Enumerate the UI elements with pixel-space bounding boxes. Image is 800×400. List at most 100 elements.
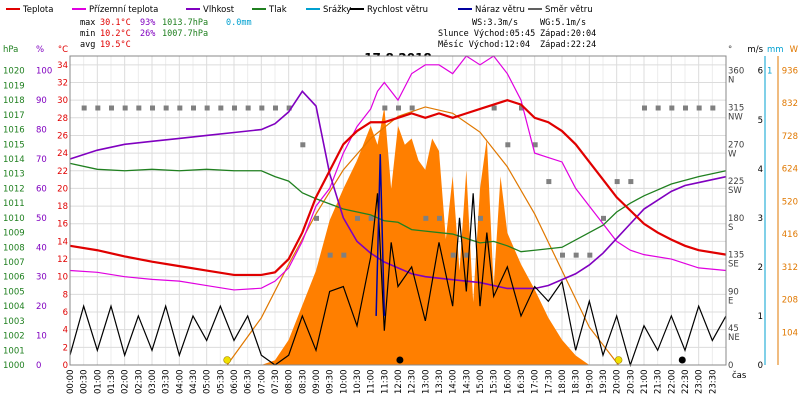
axis-direction-tick: 315 (728, 104, 744, 114)
stat-max-label: max (80, 18, 95, 28)
wind-direction-point (396, 105, 401, 111)
x-tick: 16:00 (503, 369, 513, 394)
x-tick: 05:30 (216, 370, 226, 395)
wind-direction-point (710, 105, 716, 111)
wind-direction-point (491, 105, 497, 111)
axis-temperature-tick: 14 (57, 237, 68, 247)
wind-direction-point (286, 105, 292, 111)
stats-panel: max 30.1°C 93% 1013.7hPa 0.0mm min 10.2°… (80, 18, 252, 50)
wind-direction-point (368, 215, 374, 221)
x-tick: 06:30 (244, 370, 254, 395)
x-tick: 07:00 (257, 370, 267, 395)
axis-temperature-tick: 22 (57, 167, 68, 177)
wind-direction-point (150, 105, 155, 111)
axis-hpa-tick: 1012 (3, 184, 25, 194)
wind-direction-point (614, 179, 620, 185)
axis-temperature-tick: 24 (57, 149, 68, 159)
legend-label: Náraz větru (475, 5, 525, 15)
axis-direction-compass: SW (728, 186, 742, 196)
axis-humidity-tick: 0 (36, 361, 41, 371)
wind-direction-point (218, 105, 224, 111)
x-tick: 19:30 (599, 370, 609, 395)
axis-solar-tick: 520 (782, 197, 798, 207)
axis-direction-tick: 360 (728, 67, 744, 77)
wind-direction-point (519, 105, 524, 111)
wind-direction-point (259, 105, 265, 111)
x-tick: 23:30 (708, 370, 718, 395)
axis-solar-tick: 208 (782, 296, 798, 306)
info-sunset: Západ:20:04 (540, 29, 596, 39)
x-tick: 21:30 (654, 370, 664, 395)
x-tick: 13:00 (421, 370, 431, 395)
x-tick: 04:00 (175, 370, 185, 395)
axis-wind-tick: 4 (758, 165, 763, 175)
info-ws: WS:3.3m/s (472, 18, 518, 28)
axis-hpa-tick: 1005 (3, 287, 25, 297)
wind-direction-point (683, 105, 688, 111)
axis-hpa-tick: 1003 (3, 317, 25, 327)
axis-temperature-tick: 0 (63, 361, 68, 371)
axis-solar-tick: 832 (782, 99, 798, 109)
axis-humidity-tick: 30 (36, 273, 47, 283)
axis-solar-label: W (790, 45, 799, 55)
x-tick: 17:30 (544, 370, 554, 395)
x-tick: 02:30 (134, 370, 144, 395)
axis-humidity-tick: 10 (36, 332, 47, 342)
axis-direction-compass: SE (728, 260, 739, 270)
x-tick: 15:30 (490, 370, 500, 394)
wind-direction-point (122, 105, 128, 111)
axis-hpa-tick: 1010 (3, 214, 25, 224)
wind-direction-point (81, 105, 87, 111)
axis-hpa-tick: 1007 (3, 258, 25, 268)
x-tick: 08:30 (298, 370, 308, 395)
x-tick: 12:30 (408, 370, 418, 395)
x-tick: 19:00 (585, 370, 595, 395)
x-tick: 14:00 (449, 370, 459, 395)
info-wg: WG:5.1m/s (540, 18, 586, 28)
info-moonset: Západ:22:24 (540, 40, 596, 50)
x-tick: 16:30 (517, 370, 527, 395)
axis-hpa-tick: 1004 (3, 302, 25, 312)
wind-direction-point (204, 105, 210, 111)
axis-hpa-tick: 1013 (3, 170, 25, 180)
info-sunrise: Slunce Východ:05:45 (438, 29, 535, 39)
x-tick: 18:00 (558, 370, 568, 395)
wind-direction-point (245, 105, 251, 111)
series-theoretical-solar (226, 106, 620, 366)
stat-max-temp: 30.1°C (100, 18, 131, 28)
axis-temperature-tick: 2 (63, 343, 68, 353)
moon-event-marker (678, 356, 686, 364)
x-tick: 02:00 (121, 370, 131, 395)
axis-humidity-label: % (36, 45, 44, 55)
info-panel: WS:3.3m/s WG:5.1m/s Slunce Východ:05:45 … (438, 18, 596, 50)
axis-solar-tick: 624 (782, 165, 798, 175)
wind-direction-point (573, 252, 579, 258)
x-tick: 10:00 (339, 370, 349, 395)
axis-direction-label: ° (728, 45, 732, 55)
axis-solar-tick: 416 (782, 230, 798, 240)
series-solar-area (261, 106, 590, 366)
axis-humidity-tick: 60 (36, 184, 47, 194)
wind-direction-point (505, 142, 511, 148)
axis-direction-compass: W (728, 149, 737, 159)
x-tick: 07:30 (271, 370, 281, 395)
axis-hpa-tick: 1006 (3, 273, 25, 283)
x-tick: 17:00 (531, 370, 541, 395)
axis-direction-tick: 180 (728, 214, 744, 224)
wind-direction-point (136, 105, 142, 111)
stat-min-temp: 10.2°C (100, 29, 131, 39)
axis-hpa-tick: 1014 (3, 155, 25, 165)
series-humidity (69, 90, 727, 290)
wind-direction-point (314, 215, 319, 221)
axis-solar-tick: 936 (782, 66, 798, 76)
stat-avg-label: avg (80, 40, 95, 50)
axis-solar-tick: 104 (782, 328, 798, 338)
wind-direction-point (546, 179, 552, 185)
wind-direction-point (478, 215, 483, 221)
axis-humidity-tick: 40 (36, 243, 47, 253)
axis-wind-tick: 2 (758, 263, 763, 273)
axis-humidity-tick: 20 (36, 302, 47, 312)
axis-hpa-tick: 1009 (3, 229, 25, 239)
axis-hpa-tick: 1019 (3, 81, 25, 91)
